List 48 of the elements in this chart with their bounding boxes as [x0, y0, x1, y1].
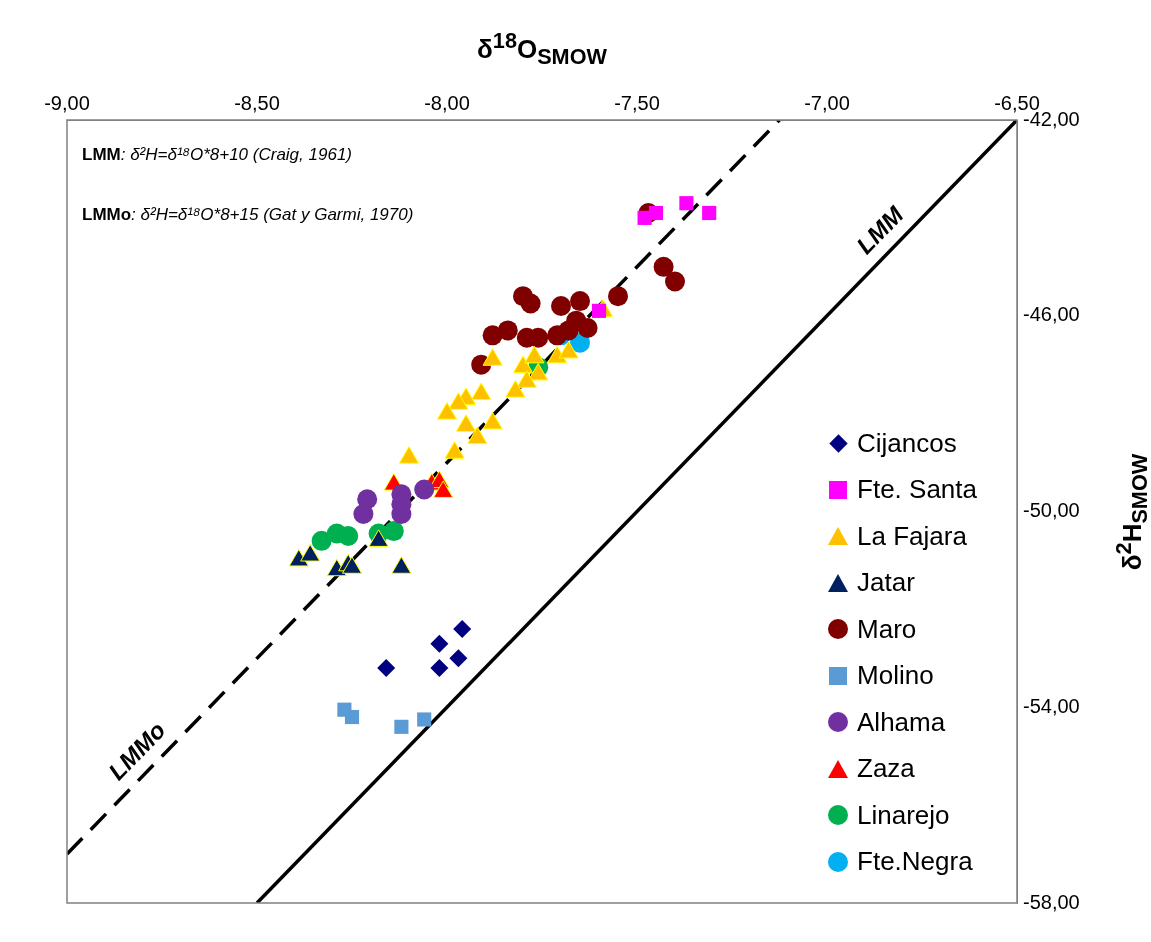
point: [311, 530, 332, 551]
point: [497, 320, 518, 341]
legend-label: Maro: [857, 613, 917, 645]
point: [702, 205, 717, 221]
point: [520, 293, 541, 314]
legend-label: Linarejo: [857, 799, 950, 831]
legend-label: Fte.Negra: [857, 846, 973, 878]
legend-label: Cijancos: [857, 427, 957, 459]
y-tick-label: -46,00: [1023, 303, 1080, 326]
point: [547, 325, 568, 346]
point: [679, 196, 694, 211]
legend-label: Fte. Santa: [857, 474, 977, 506]
point: [377, 659, 396, 678]
legend-label: Zaza: [857, 753, 915, 785]
legend-label: Alhama: [857, 706, 946, 738]
y-tick-label: -50,00: [1023, 499, 1080, 522]
point: [570, 291, 590, 312]
y-tick-label: -54,00: [1023, 694, 1080, 717]
y-tick-label: -58,00: [1023, 890, 1080, 913]
x-tick-label: -8,00: [424, 91, 470, 114]
point: [551, 295, 571, 316]
legend-label: Molino: [857, 660, 934, 692]
legend-label: La Fajara: [857, 520, 967, 552]
point: [394, 719, 409, 734]
x-tick-label: -7,00: [804, 91, 850, 114]
point: [338, 525, 359, 546]
point: [665, 271, 685, 292]
annotation: LMMo: δ²H=δ¹⁸O*8+15 (Gat y Garmi, 1970): [82, 205, 414, 224]
point: [417, 712, 432, 727]
x-axis-title: δ$^{18}$O$_{SMOW}$: [477, 28, 607, 70]
point: [430, 659, 449, 678]
point: [353, 503, 374, 524]
point: [653, 256, 674, 277]
x-tick-label: -9,00: [44, 91, 90, 114]
point: [608, 286, 628, 307]
legend-label: Jatar: [857, 567, 915, 599]
point: [648, 205, 664, 221]
x-tick-label: -8,50: [234, 91, 280, 114]
annotation: LMM: δ²H=δ¹⁸O*8+10 (Craig, 1961): [82, 145, 352, 164]
point: [383, 521, 404, 542]
point: [577, 317, 598, 338]
x-tick-label: -7,50: [614, 91, 660, 114]
point: [344, 709, 360, 725]
point: [591, 303, 607, 318]
point: [430, 634, 449, 653]
point: [453, 619, 472, 638]
point: [449, 649, 468, 668]
point: [414, 479, 435, 500]
